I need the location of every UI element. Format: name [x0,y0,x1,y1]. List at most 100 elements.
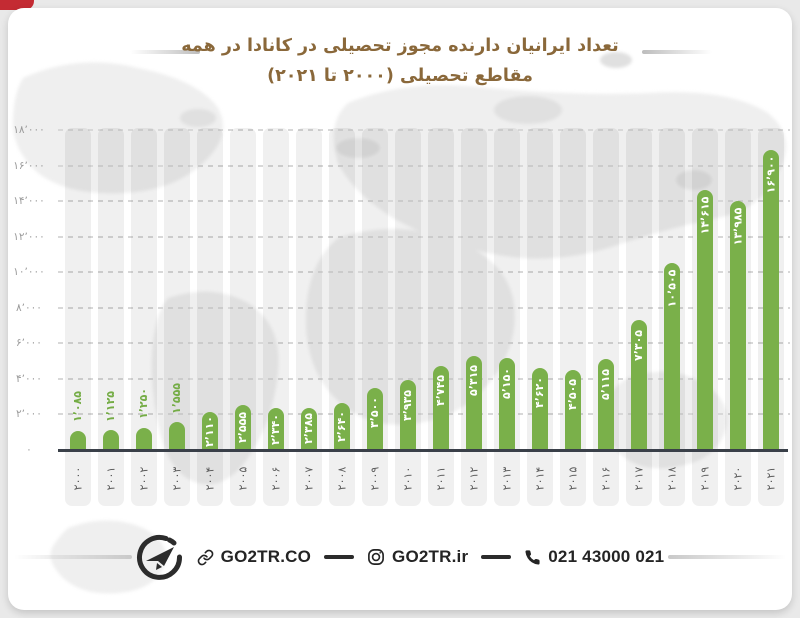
bar-value-text: ۵٬۱۵۰ [500,367,514,399]
footer-left-line [14,555,132,559]
year-text: ۲۰۰۱ [104,466,118,490]
year-text: ۲۰۱۵ [566,466,580,490]
brand-corner-accent [0,0,34,10]
bar-value-label: ۴٬۷۴۵ [428,366,454,416]
y-axis-tick-label: ۱۴٬۰۰۰ [13,195,45,208]
bar-value-text: ۱۴٬۶۱۵ [698,196,712,235]
bar-value-text: ۲٬۵۵۵ [236,411,250,443]
bar-value-text: ۲٬۱۱۰ [203,415,217,447]
go2tr-logo [136,534,182,580]
title-right-dash [642,50,712,54]
bar-column-2007: ۲٬۳۸۵ ۲۰۰۷ [296,128,322,506]
bar-2017 [631,320,647,450]
year-text: ۲۰۰۸ [335,466,349,490]
footer: GO2TR.CO GO2TR.ir 021 43000 021 [0,531,800,583]
separator-dash [324,555,355,559]
year-text: ۲۰۰۶ [269,466,283,490]
bar-column-2009: ۳٬۵۰۰ ۲۰۰۹ [362,128,388,506]
x-axis-year-label: ۲۰۰۳ [164,456,190,500]
bar-2005 [235,404,251,450]
year-text: ۲۰۲۱ [764,466,778,490]
bar-value-text: ۴٬۷۴۵ [434,375,448,407]
phone-icon [525,549,540,565]
bar-2019 [697,190,713,450]
instagram-contact[interactable]: GO2TR.ir [367,547,468,567]
gridline [58,377,790,380]
bar-value-label: ۵٬۱۵۰ [494,358,520,408]
bar-value-text: ۳٬۹۳۵ [401,389,415,421]
bar-value-label: ۷٬۳۰۵ [626,320,652,370]
bar-column-2008: ۲٬۶۴۰ ۲۰۰۸ [329,128,355,506]
bar-value-text: ۱٬۲۵۰ [137,388,151,420]
bar-value-text: ۳٬۵۰۰ [368,397,382,429]
y-axis-tick-label: ۱۲٬۰۰۰ [13,230,45,243]
bar-value-label: ۵٬۳۱۵ [461,356,487,406]
bar-2015 [565,369,581,450]
bar-value-label: ۱۴٬۶۱۵ [692,190,718,240]
bar-value-text: ۱٬۰۸۵ [71,391,85,423]
bar-value-label: ۲٬۳۴۰ [263,404,289,454]
bar-2010 [400,380,416,450]
bar-value-text: ۱٬۱۲۵ [104,390,118,422]
x-axis-year-label: ۲۰۰۵ [230,456,256,500]
bar-column-2004: ۲٬۱۱۰ ۲۰۰۴ [197,128,223,506]
bar-value-text: ۲٬۶۴۰ [335,411,349,443]
bar-column-2012: ۵٬۳۱۵ ۲۰۱۲ [461,128,487,506]
bar-2002 [136,427,152,450]
bar-value-label: ۲٬۱۱۰ [197,406,223,456]
bar-value-label: ۱۳٬۹۸۵ [725,201,751,251]
bar-2006 [268,408,284,450]
gridline [58,164,790,167]
bar-value-text: ۱۶٬۹۰۰ [764,155,778,194]
bar-2000 [70,430,86,450]
bar-value-label: ۲٬۳۸۵ [296,404,322,454]
x-axis-year-label: ۲۰۰۰ [65,456,91,500]
x-axis-year-label: ۲۰۰۷ [296,456,322,500]
gridline [58,200,790,203]
gridline [58,271,790,274]
bar-column-2016: ۵٬۱۱۵ ۲۰۱۶ [593,128,619,506]
year-text: ۲۰۰۵ [236,466,250,490]
bar-value-text: ۲٬۳۴۰ [269,413,283,445]
bar-value-label: ۴٬۵۰۵ [560,370,586,420]
bar-value-label: ۲٬۵۵۵ [230,402,256,452]
gridline [58,306,790,309]
bar-column-2002: ۱٬۲۵۰ ۲۰۰۲ [131,128,157,506]
bar-value-label: ۱۶٬۹۰۰ [758,150,784,200]
bar-value-text: ۱۳٬۹۸۵ [731,207,745,246]
bar-2016 [598,359,614,450]
bar-column-2006: ۲٬۳۴۰ ۲۰۰۶ [263,128,289,506]
website-contact[interactable]: GO2TR.CO [197,547,311,567]
year-text: ۲۰۱۶ [599,466,613,490]
bar-2011 [433,365,449,450]
x-axis-year-label: ۲۰۲۱ [758,456,784,500]
gridline [58,342,790,345]
bar-2009 [367,387,383,450]
instagram-handle: GO2TR.ir [392,547,469,566]
bar-value-label: ۴٬۶۲۰ [527,368,553,418]
bar-2012 [466,355,482,450]
bar-column-2020: ۱۳٬۹۸۵ ۲۰۲۰ [725,128,751,506]
x-axis-year-label: ۲۰۱۷ [626,456,652,500]
year-text: ۲۰۱۱ [434,466,448,490]
phone-contact[interactable]: 021 43000 021 [524,547,664,567]
bar-value-text: ۱۰٬۵۰۵ [665,269,679,308]
phone-number: 021 43000 021 [548,547,665,566]
x-axis-year-label: ۲۰۰۹ [362,456,388,500]
x-axis-year-label: ۲۰۲۰ [725,456,751,500]
year-text: ۲۰۱۳ [500,466,514,490]
gridline [58,413,790,416]
bar-value-text: ۴٬۵۰۵ [566,379,580,411]
year-text: ۲۰۱۸ [665,466,679,490]
bar-column-2019: ۱۴٬۶۱۵ ۲۰۱۹ [692,128,718,506]
y-axis-tick-label: ۱۸٬۰۰۰ [13,124,45,136]
bar-value-label: ۲٬۶۴۰ [329,402,355,452]
bar-column-2003: ۱٬۵۵۵ ۲۰۰۳ [164,128,190,506]
y-axis-tick-label: ۱۶٬۰۰۰ [13,159,45,172]
bar-value-label: ۳٬۹۳۵ [395,380,421,430]
footer-right-line [668,555,786,559]
y-axis-tick-label: ۰ [26,444,32,456]
x-axis-year-label: ۲۰۱۹ [692,456,718,500]
year-text: ۲۰۰۹ [368,466,382,490]
